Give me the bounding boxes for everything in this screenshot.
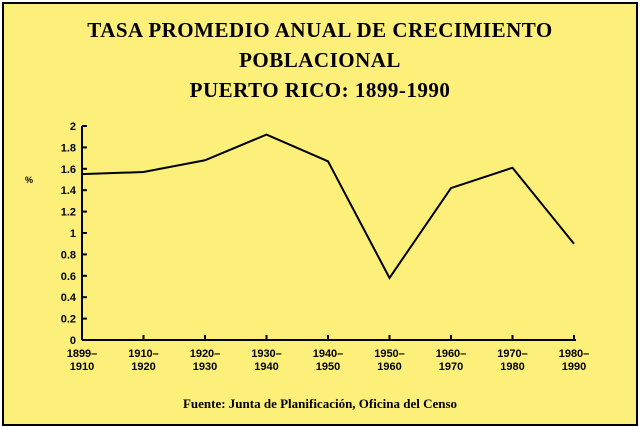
y-tick-label: 1.8 — [61, 142, 76, 154]
chart-title-line-3: PUERTO RICO: 1899-1990 — [189, 78, 451, 102]
y-tick-label: 0.2 — [61, 314, 76, 326]
chart-title-line-2: POBLACIONAL — [239, 48, 401, 72]
x-tick-label: 1899– 1910 — [67, 348, 98, 373]
x-tick-label: 1910– 1920 — [128, 348, 159, 373]
chart-source-note: Fuente: Junta de Planificación, Oficina … — [182, 396, 458, 411]
x-tick-label: 1920– 1930 — [190, 348, 221, 373]
x-tick-label: 1940– 1950 — [313, 348, 344, 373]
x-tick-label: 1930– 1940 — [251, 348, 282, 373]
y-axis-label: % — [24, 175, 33, 185]
y-tick-label: 0 — [70, 335, 76, 347]
y-tick-label: 1.2 — [61, 207, 76, 219]
y-tick-label: 1 — [70, 228, 76, 240]
x-tick-label: 1960– 1970 — [436, 348, 467, 373]
y-tick-label: 0.6 — [61, 271, 76, 283]
x-tick-label: 1970– 1980 — [497, 348, 528, 373]
y-tick-label: 0.4 — [61, 292, 77, 304]
y-tick-label: 1.6 — [61, 164, 76, 176]
y-tick-label: 1.4 — [61, 185, 77, 197]
y-tick-label: 2 — [70, 121, 76, 133]
y-tick-label: 0.8 — [61, 249, 76, 261]
series-line — [81, 133, 575, 280]
x-tick-label: 1980– 1990 — [559, 348, 590, 373]
chart-title-line-1: TASA PROMEDIO ANUAL DE CRECIMIENTO — [87, 18, 553, 42]
x-tick-label: 1950– 1960 — [374, 348, 405, 373]
